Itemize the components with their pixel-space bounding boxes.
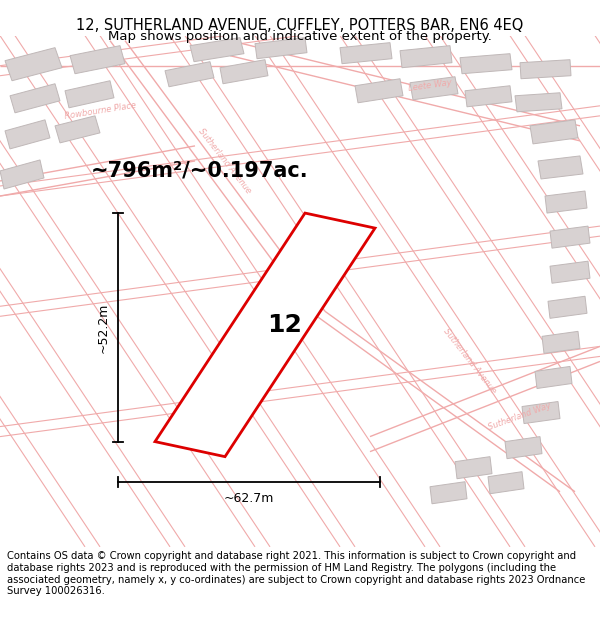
Polygon shape — [355, 79, 403, 102]
Polygon shape — [550, 261, 590, 283]
Polygon shape — [515, 92, 562, 112]
Polygon shape — [465, 86, 512, 107]
Text: ~52.2m: ~52.2m — [97, 302, 110, 352]
Text: ~62.7m: ~62.7m — [224, 492, 274, 505]
Text: Map shows position and indicative extent of the property.: Map shows position and indicative extent… — [108, 30, 492, 43]
Polygon shape — [522, 401, 560, 424]
Polygon shape — [545, 191, 587, 213]
Polygon shape — [340, 42, 392, 64]
Text: Sutherland Way: Sutherland Way — [487, 401, 553, 432]
Polygon shape — [530, 120, 578, 144]
Polygon shape — [5, 120, 50, 149]
Polygon shape — [255, 38, 307, 59]
Polygon shape — [410, 77, 458, 100]
Polygon shape — [455, 457, 492, 479]
Polygon shape — [65, 81, 114, 107]
Text: Rowbourne Place: Rowbourne Place — [64, 101, 136, 121]
Text: ~796m²/~0.197ac.: ~796m²/~0.197ac. — [91, 161, 309, 181]
Polygon shape — [165, 62, 214, 87]
Polygon shape — [400, 46, 452, 68]
Polygon shape — [542, 331, 580, 353]
Text: Sutherland Avenue: Sutherland Avenue — [442, 327, 498, 396]
Text: 12, SUTHERLAND AVENUE, CUFFLEY, POTTERS BAR, EN6 4EQ: 12, SUTHERLAND AVENUE, CUFFLEY, POTTERS … — [76, 18, 524, 33]
Text: 12: 12 — [268, 313, 302, 337]
Polygon shape — [55, 116, 100, 143]
Polygon shape — [190, 38, 244, 62]
Polygon shape — [5, 48, 62, 81]
Polygon shape — [155, 213, 375, 457]
Polygon shape — [520, 59, 571, 79]
Polygon shape — [70, 46, 125, 74]
Text: Leete Way: Leete Way — [408, 78, 452, 93]
Text: Sutherland Avenue: Sutherland Avenue — [197, 127, 253, 195]
Polygon shape — [505, 437, 542, 459]
Polygon shape — [538, 156, 583, 179]
Polygon shape — [220, 59, 268, 84]
Polygon shape — [10, 84, 60, 113]
Polygon shape — [488, 472, 524, 494]
Polygon shape — [0, 160, 44, 189]
Polygon shape — [550, 226, 590, 248]
Polygon shape — [430, 482, 467, 504]
Text: Contains OS data © Crown copyright and database right 2021. This information is : Contains OS data © Crown copyright and d… — [7, 551, 586, 596]
Polygon shape — [535, 366, 572, 389]
Polygon shape — [460, 54, 512, 74]
Polygon shape — [548, 296, 587, 318]
